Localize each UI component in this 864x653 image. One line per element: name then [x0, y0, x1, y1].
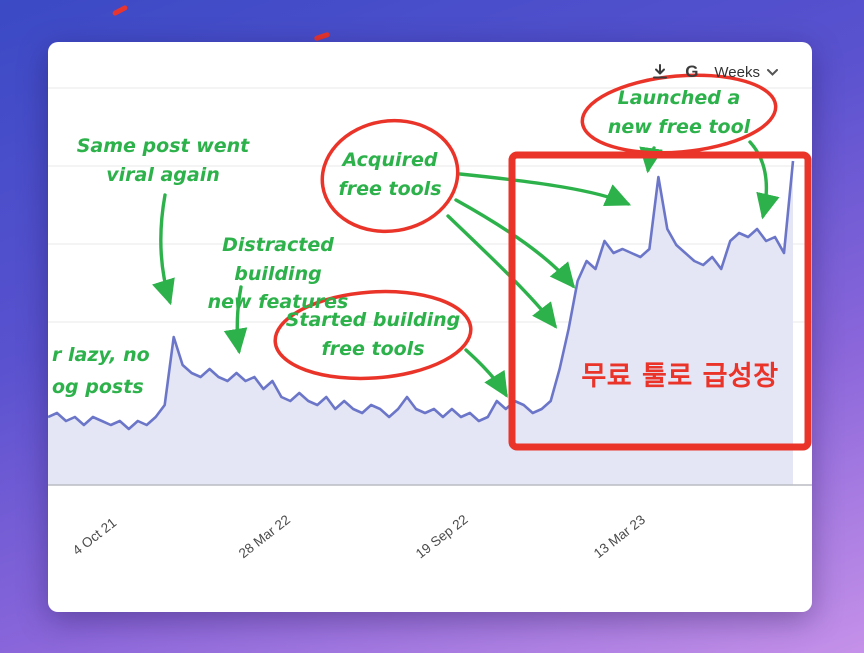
arrow-launched-right — [748, 140, 780, 220]
annotation-acquired: Acquired free tools — [320, 146, 460, 203]
arrow-launched-left — [639, 146, 663, 174]
download-button[interactable] — [651, 63, 669, 81]
x-tick-label: 13 Mar 23 — [590, 511, 648, 562]
annotation-line: viral again — [106, 163, 220, 186]
stray-red-mark — [313, 31, 331, 42]
annotation-line: r lazy, no — [52, 344, 150, 366]
annotation-launched: Launched a new free tool — [589, 84, 769, 141]
annotation-line: Acquired — [342, 149, 438, 171]
download-icon — [653, 64, 668, 79]
annotation-line: Launched a — [617, 87, 741, 109]
period-label: Weeks — [714, 63, 760, 81]
x-tick-label: 4 Oct 21 — [69, 514, 120, 559]
period-dropdown[interactable]: Weeks — [714, 64, 778, 81]
annotation-lazy-line2: og posts — [52, 373, 144, 402]
annotation-started: Started building free tools — [273, 306, 473, 363]
korean-highlight-label: 무료 툴로 급성장 — [581, 361, 779, 392]
highlight-rect — [508, 151, 812, 451]
annotation-line: free tools — [338, 177, 442, 200]
annotation-viral: Same post went viral again — [53, 132, 273, 189]
analytics-card: 4 Oct 21 28 Mar 22 19 Sep 22 13 Mar 23 — [48, 42, 812, 612]
annotation-line: og posts — [52, 376, 144, 398]
annotation-lazy-line1: r lazy, no — [52, 341, 150, 370]
annotation-line: Same post went — [76, 135, 250, 157]
arrow-viral — [152, 193, 175, 306]
stray-red-mark — [111, 4, 129, 17]
annotation-line: Started building — [285, 309, 461, 331]
x-tick-label: 19 Sep 22 — [412, 511, 471, 562]
annotation-distracted: Distracted building new features — [178, 231, 378, 317]
annotation-line: new free tool — [607, 115, 751, 138]
google-analytics-toggle[interactable]: G — [685, 62, 699, 81]
annotation-line: Distracted building — [222, 234, 334, 285]
arrow-acquired-mid — [454, 198, 576, 289]
x-tick-label: 28 Mar 22 — [235, 511, 293, 562]
arrow-acquired-long — [458, 172, 632, 207]
chevron-down-icon — [767, 68, 778, 76]
chart-toolbar: G Weeks — [651, 62, 778, 82]
annotation-line: free tools — [321, 337, 425, 360]
